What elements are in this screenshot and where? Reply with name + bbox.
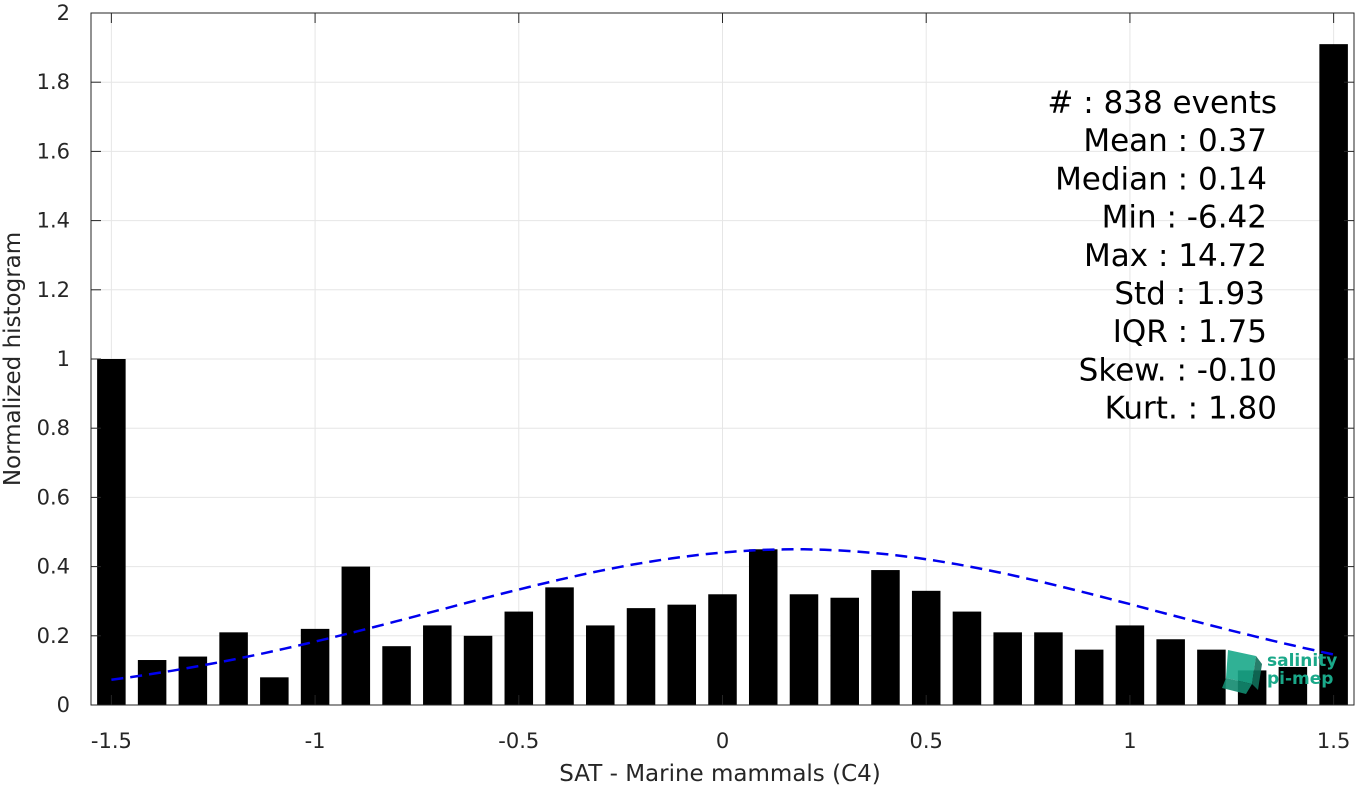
stats-line: Skew. : -0.10 [1079, 352, 1277, 388]
x-tick-label: 1.5 [1317, 729, 1350, 753]
histogram-bars [97, 44, 1348, 705]
histogram-bar [341, 566, 371, 705]
histogram-bar [382, 646, 411, 705]
histogram-bar [545, 587, 574, 705]
histogram-bar [952, 611, 982, 705]
x-tick-label: 1 [1123, 729, 1136, 753]
stats-line: IQR : 1.75 [1113, 314, 1267, 350]
logo-line-1: salinity [1267, 651, 1337, 671]
histogram-bar [178, 656, 208, 705]
histogram-bar [219, 632, 248, 705]
fit-curve-layer [111, 548, 1334, 682]
y-tick-label: 1.2 [37, 278, 70, 302]
histogram-bar [708, 594, 737, 705]
histogram-bar [137, 660, 167, 705]
histogram-bar [586, 625, 615, 705]
y-tick-labels: 0 0.2 0.4 0.6 0.8 1 1.2 1.4 1.6 1.8 2 [37, 1, 70, 717]
histogram-bar [1319, 44, 1348, 705]
histogram-bar [1197, 649, 1226, 705]
x-axis-label: SAT - Marine mammals (C4) [559, 761, 881, 785]
histogram-bar [1156, 639, 1185, 705]
x-tick-label: -1 [305, 729, 326, 753]
histogram-bar [871, 570, 900, 705]
x-tick-label: 0.5 [910, 729, 943, 753]
logo-cube-icon [1222, 650, 1262, 694]
histogram-bar [260, 677, 289, 705]
y-tick-label: 1.6 [37, 139, 70, 163]
histogram-bar [830, 597, 859, 705]
stats-line: Mean : 0.37 [1083, 123, 1267, 159]
histogram-bar [97, 359, 126, 705]
gaussian-fit-curve [111, 548, 1334, 682]
y-tick-label: 0.4 [37, 555, 70, 579]
x-tick-label: 0 [716, 729, 729, 753]
histogram-bar [789, 594, 819, 705]
histogram-bar [1278, 666, 1308, 705]
histogram-bar [626, 608, 656, 705]
x-tick-label: -1.5 [91, 729, 132, 753]
histogram-bar [1074, 649, 1104, 705]
y-tick-label: 0.2 [37, 624, 70, 648]
stats-line: Std : 1.93 [1114, 276, 1265, 312]
y-tick-label: 2 [57, 1, 70, 25]
y-tick-label: 1.4 [37, 209, 70, 233]
histogram-bar [911, 590, 941, 705]
stats-line: Max : 14.72 [1084, 238, 1267, 274]
histogram-bar [423, 625, 452, 705]
y-tick-label: 0.6 [37, 485, 70, 509]
histogram-bar [1034, 632, 1063, 705]
histogram-bar [993, 632, 1022, 705]
histogram-bar [300, 628, 330, 705]
histogram-bar [1115, 625, 1145, 705]
tick-marks [91, 12, 1354, 706]
stats-line: Median : 0.14 [1055, 161, 1267, 197]
x-tick-labels: -1.5 -1 -0.5 0 0.5 1 1.5 [91, 729, 1350, 753]
salinity-pimep-logo: salinity pi-mep [1222, 650, 1337, 694]
y-tick-label: 0.8 [37, 416, 70, 440]
histogram-bar [504, 611, 534, 705]
logo-line-2: pi-mep [1267, 669, 1333, 689]
histogram-bar [748, 549, 778, 705]
y-tick-label: 1 [57, 347, 70, 371]
y-tick-label: 1.8 [37, 70, 70, 94]
stats-line: Kurt. : 1.80 [1105, 391, 1277, 427]
stats-line: Min : -6.42 [1102, 200, 1267, 236]
y-axis-label: Normalized histogram [0, 232, 26, 486]
x-tick-label: -0.5 [498, 729, 539, 753]
stats-line: # : 838 events [1047, 85, 1277, 121]
y-tick-label: 0 [57, 693, 70, 717]
histogram-bar [463, 635, 493, 705]
histogram-bar [667, 604, 697, 705]
